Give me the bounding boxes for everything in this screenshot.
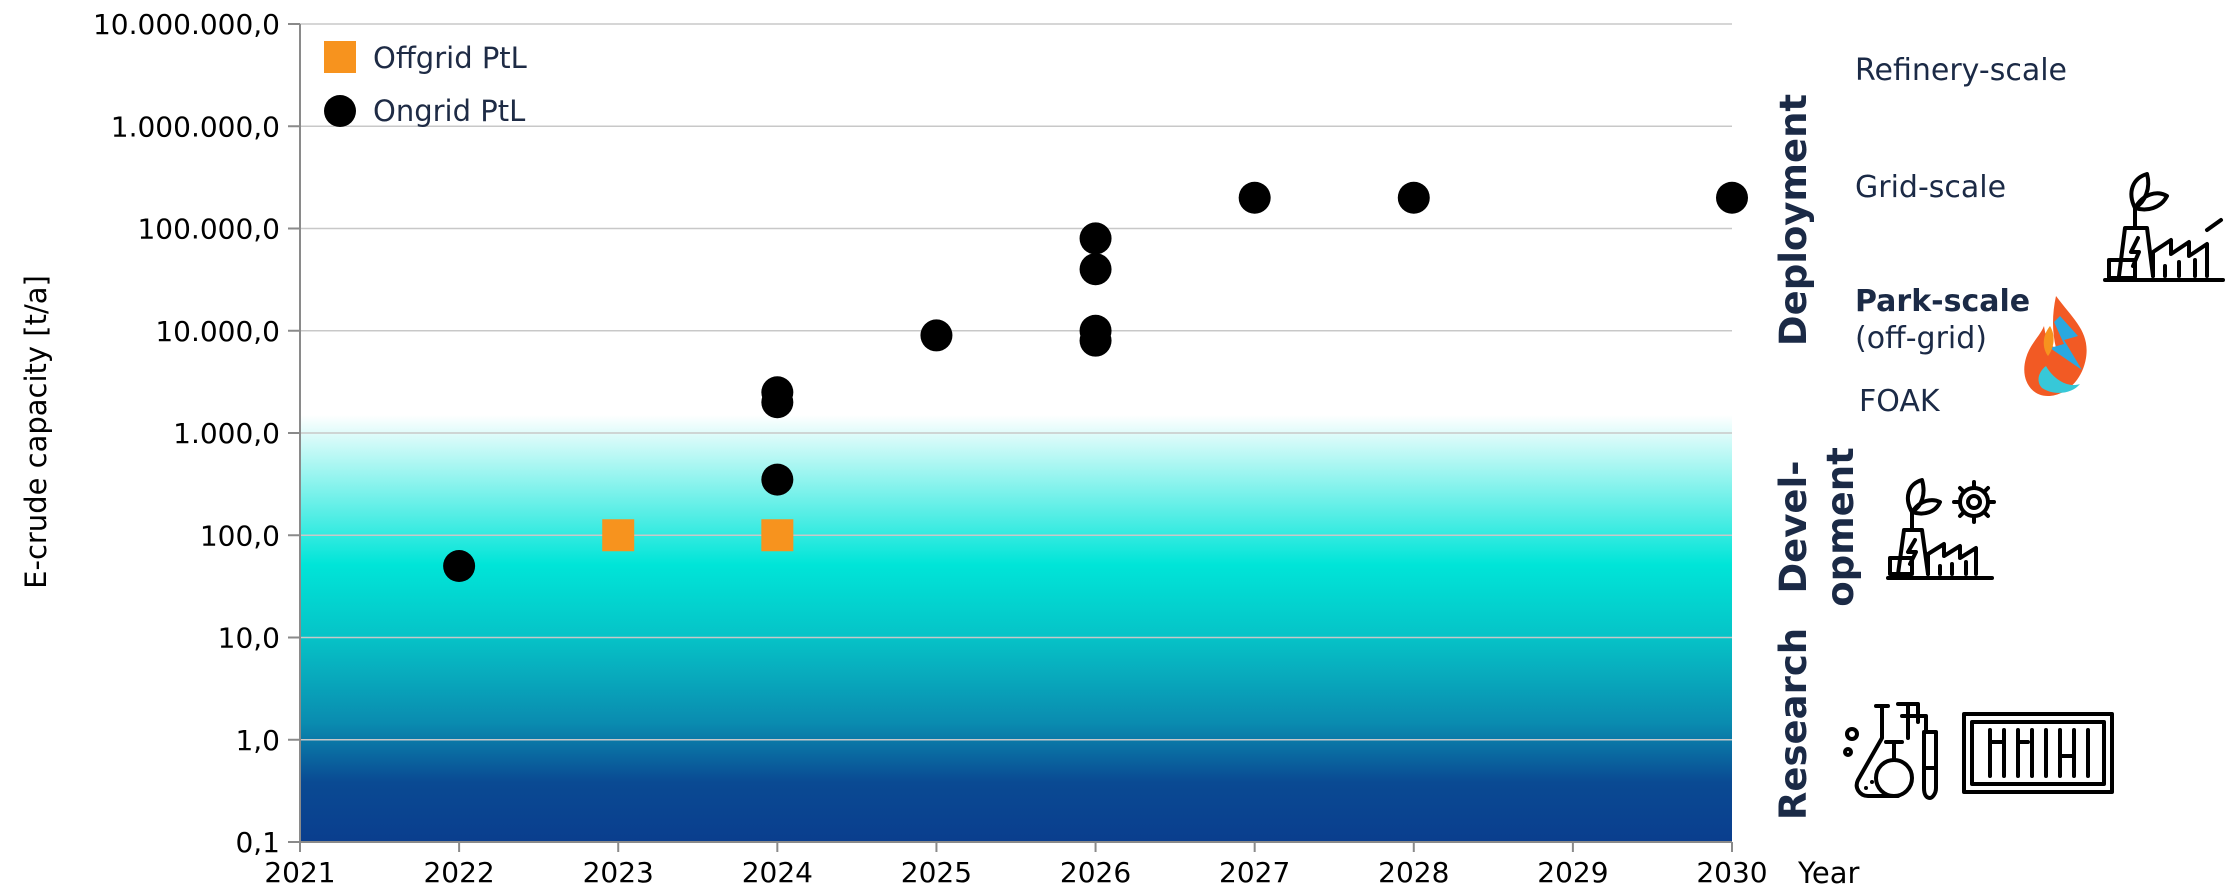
stage-label-development-line1: Devel- xyxy=(1772,460,1815,593)
y-tick-label: 10.000.000,0 xyxy=(93,8,280,41)
point-ongrid xyxy=(920,319,953,352)
point-ongrid xyxy=(443,550,476,583)
x-tick-label: 2024 xyxy=(742,856,813,889)
x-tick-label: 2029 xyxy=(1537,856,1608,889)
x-tick-label: 2022 xyxy=(423,856,494,889)
x-tick-label: 2021 xyxy=(264,856,335,889)
flame-bolt-logo xyxy=(2024,296,2087,396)
factory-leaf-icon xyxy=(2103,172,2225,282)
y-tick-label: 10.000,0 xyxy=(155,315,280,348)
point-ongrid xyxy=(1079,314,1112,347)
container-icon xyxy=(1962,712,2114,794)
point-ongrid xyxy=(1079,222,1112,255)
y-axis-title: E-crude capacity [t/a] xyxy=(19,275,53,589)
point-ongrid xyxy=(761,376,794,409)
y-tick-label: 0,1 xyxy=(235,826,280,859)
maturity-band xyxy=(300,415,1732,842)
scale-label-park: Park-scale xyxy=(1855,284,2030,319)
stage-label-deployment: Deployment xyxy=(1772,94,1815,346)
y-tick-label: 1.000,0 xyxy=(173,417,280,450)
y-tick-labels: 0,1 1,0 10,0 100,0 1.000,0 10.000,0 100.000,0 1… xyxy=(93,8,300,859)
scale-label-grid: Grid-scale xyxy=(1855,170,2006,205)
legend-marker-ongrid xyxy=(324,95,356,127)
y-tick-label: 100,0 xyxy=(200,519,280,552)
legend-marker-offgrid xyxy=(324,41,356,73)
x-tick-label: 2023 xyxy=(583,856,654,889)
y-tick-label: 1.000.000,0 xyxy=(111,110,280,143)
lab-flask-icon xyxy=(1843,702,1938,800)
x-tick-label: 2028 xyxy=(1378,856,1449,889)
y-tick-label: 100.000,0 xyxy=(137,213,280,246)
legend-label-ongrid: Ongrid PtL xyxy=(373,94,525,128)
y-tick-label: 10,0 xyxy=(218,622,280,655)
point-offgrid xyxy=(602,519,635,552)
scale-label-park-note: (off-grid) xyxy=(1855,321,1987,356)
x-tick-label: 2025 xyxy=(901,856,972,889)
factory-gear-icon xyxy=(1886,478,1996,580)
data-points xyxy=(443,181,1748,583)
gridlines xyxy=(300,23,1732,741)
x-tick-labels: 2021 2022 2023 2024 2025 2026 2027 2028 2029 2030 xyxy=(264,842,1768,889)
point-ongrid xyxy=(761,463,794,496)
scale-label-foak: FOAK xyxy=(1859,384,1941,419)
point-ongrid xyxy=(1716,181,1748,214)
point-ongrid xyxy=(1079,253,1112,286)
stage-label-research: Research xyxy=(1772,628,1815,820)
point-ongrid xyxy=(1397,181,1430,214)
legend: Offgrid PtL Ongrid PtL xyxy=(324,41,527,128)
y-tick-label: 1,0 xyxy=(235,724,280,757)
point-offgrid xyxy=(761,519,794,552)
x-tick-label: 2030 xyxy=(1696,856,1767,889)
x-tick-label: 2026 xyxy=(1060,856,1131,889)
legend-label-offgrid: Offgrid PtL xyxy=(373,41,527,75)
point-ongrid xyxy=(1238,181,1271,214)
x-axis-title: Year xyxy=(1797,856,1859,889)
x-tick-label: 2027 xyxy=(1219,856,1290,889)
scale-label-refinery: Refinery-scale xyxy=(1855,53,2067,88)
stage-label-development-line2: opment xyxy=(1819,447,1862,607)
